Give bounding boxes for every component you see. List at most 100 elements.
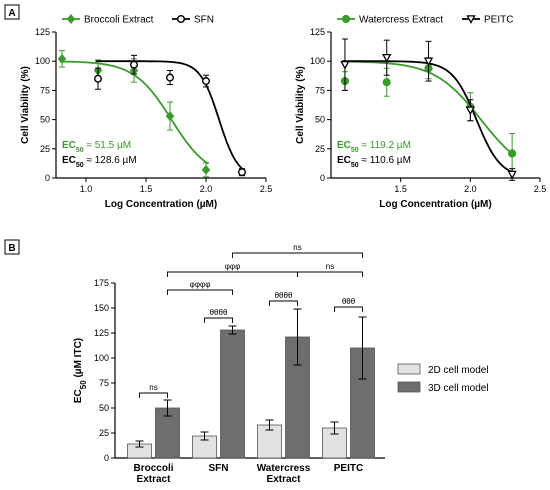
ec50-black: EC50 ≈ 110.6 µM (337, 155, 411, 169)
ec50-prefix: EC (62, 140, 76, 151)
legend-marker (341, 14, 351, 24)
significance-label: θθθ (342, 297, 356, 306)
significance-label: ns (149, 383, 157, 392)
data-point (201, 77, 210, 86)
x-tick-label: 1.0 (80, 184, 93, 194)
y-tick-label: 75 (99, 378, 109, 388)
y-tick-label: 175 (94, 278, 109, 288)
data-point (201, 164, 211, 175)
y-label-main: EC (73, 389, 84, 403)
category-label: Extract (137, 474, 172, 485)
y-tick-label: 50 (315, 115, 325, 125)
x-tick-label: 1.5 (394, 184, 407, 194)
legend-label: Broccoli Extract (84, 15, 154, 26)
category-label: Watercress (257, 463, 311, 474)
data-point (508, 149, 517, 158)
significance-label: ns (326, 262, 334, 271)
y-tick-label: 0 (104, 453, 109, 463)
category-label: Extract (267, 474, 302, 485)
x-tick-label: 2.0 (200, 184, 213, 194)
legend-label: Watercress Extract (359, 15, 443, 26)
legend-marker (466, 15, 476, 24)
y-tick-label: 0 (320, 173, 325, 183)
data-point (93, 74, 102, 83)
y-tick-label: 100 (94, 353, 109, 363)
ec50-black: EC50 ≈ 128.6 µM (62, 155, 137, 169)
significance-label: φφφφ (190, 280, 211, 289)
ec50-sub: 50 (76, 162, 84, 169)
ec50-prefix: EC (337, 140, 351, 151)
data-point (165, 111, 175, 122)
data-point (382, 53, 392, 63)
legend-label: 3D cell model (428, 383, 489, 394)
significance-bracket (167, 271, 298, 277)
fit-curve-1 (95, 60, 245, 172)
y-tick-label: 150 (94, 303, 109, 313)
category-label: PEITC (334, 463, 363, 474)
category-label: SFN (209, 463, 229, 474)
data-point (507, 170, 517, 180)
x-axis-label: Log Concentration (µM) (379, 199, 491, 210)
ec50-sub: 50 (351, 162, 359, 169)
ec50-green: EC50 ≈ 119.2 µM (337, 140, 411, 154)
significance-bracket (297, 271, 363, 277)
ec50-prefix: EC (62, 155, 76, 166)
y-tick-label: 75 (40, 85, 50, 95)
significance-bracket (139, 392, 168, 398)
bar-3d (220, 329, 245, 459)
legend-label: PEITC (484, 15, 513, 26)
legend-label: SFN (194, 15, 214, 26)
x-tick-label: 2.5 (260, 184, 273, 194)
ec50-value: ≈ 110.6 µM (359, 155, 411, 166)
ec50-sub: 50 (351, 147, 359, 154)
ec50-prefix: EC (337, 155, 351, 166)
panel-b-label-box: B (4, 239, 20, 255)
significance-bracket (232, 252, 363, 258)
significance-label: φφφ (225, 262, 241, 271)
y-tick-label: 50 (99, 403, 109, 413)
y-tick-label: 25 (315, 144, 325, 154)
y-axis-label: Cell Viability (%) (20, 66, 31, 144)
ec50-value: ≈ 51.5 µM (84, 140, 131, 151)
data-point (237, 168, 246, 177)
y-label-sub: 50 (79, 380, 88, 389)
ec50-sub: 50 (76, 147, 84, 154)
data-point (165, 73, 174, 82)
y-axis-label: EC50 (µM ITC) (73, 338, 88, 403)
ec50-value: ≈ 119.2 µM (359, 140, 411, 151)
data-point (465, 106, 476, 116)
data-point (423, 57, 434, 67)
significance-label: θθθθ (275, 291, 293, 300)
panel-a-label-box: A (4, 4, 20, 20)
data-point (340, 60, 350, 70)
y-axis-label: Cell Viability (%) (295, 66, 306, 144)
y-tick-label: 25 (99, 428, 109, 438)
y-tick-label: 50 (40, 115, 50, 125)
chart-watercress-peitc: 0 25 50 75 100 125 1.5 2.0 2.5 Log Concentration … (295, 15, 546, 211)
y-tick-label: 100 (35, 56, 50, 66)
x-axis-label: Log Concentration (µM) (105, 199, 217, 210)
x-tick-label: 1.5 (140, 184, 153, 194)
data-point (129, 60, 138, 69)
legend-marker (176, 14, 185, 23)
legend-marker (66, 14, 76, 24)
y-tick-label: 25 (40, 144, 50, 154)
y-tick-label: 125 (310, 27, 325, 37)
data-point (382, 78, 391, 87)
legend-swatch (397, 381, 421, 393)
significance-bracket (269, 300, 298, 306)
y-tick-label: 125 (94, 328, 109, 338)
significance-label: ns (293, 243, 301, 252)
panel-a-label: A (8, 8, 15, 19)
y-label-rest: (µM ITC) (73, 338, 84, 380)
significance-label: θθθθ (210, 308, 228, 317)
y-tick-label: 0 (45, 173, 50, 183)
y-tick-label: 75 (315, 85, 325, 95)
ec50-value: ≈ 128.6 µM (84, 155, 137, 166)
category-label: Broccoli (133, 463, 173, 474)
chart-broccoli-sfn: 0 25 50 75 100 125 1.0 1.5 2.0 2.5 Log Concentrati… (20, 14, 273, 210)
